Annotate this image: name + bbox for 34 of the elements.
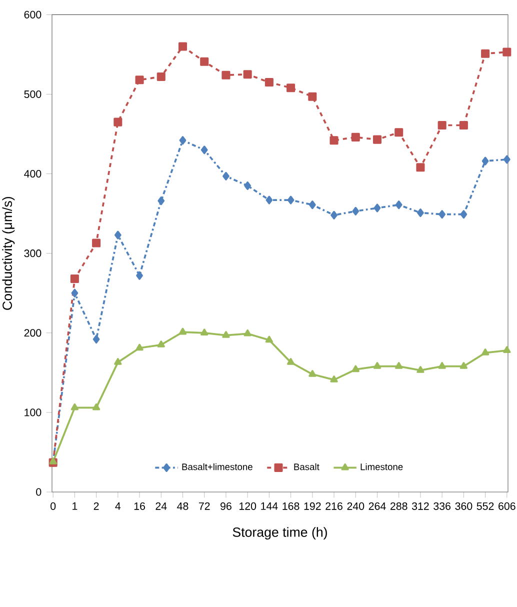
x-tick-label: 16 (134, 502, 145, 510)
x-tick-label: 216 (326, 502, 342, 510)
x-tick-label: 312 (412, 502, 429, 510)
x-tick-label: 72 (198, 502, 210, 510)
y-tick-label: 200 (24, 329, 42, 337)
y-axis-title: Conductivity (μm/s) (2, 196, 15, 310)
x-tick-label: 1 (72, 502, 78, 510)
x-tick-label: 240 (347, 502, 364, 510)
x-tick-label: 96 (220, 502, 232, 510)
legend-label: Basalt+limestone (182, 463, 252, 470)
x-tick-label: 144 (261, 502, 278, 510)
x-tick-label: 552 (476, 502, 494, 510)
y-tick-label: 500 (24, 90, 42, 98)
x-tick-label: 4 (115, 502, 121, 510)
x-tick-label: 48 (177, 502, 188, 510)
y-tick-label: 0 (36, 488, 42, 496)
x-tick-label: 360 (455, 502, 472, 510)
x-tick-label: 168 (282, 502, 300, 510)
x-tick-label: 24 (156, 502, 167, 510)
x-tick-label: 2 (94, 502, 99, 510)
legend-label: Limestone (360, 463, 403, 470)
x-tick-label: 264 (368, 502, 386, 510)
x-tick-label: 288 (390, 502, 408, 510)
x-tick-label: 606 (498, 502, 516, 510)
y-tick-label: 100 (24, 408, 42, 416)
x-tick-label: 120 (239, 502, 256, 510)
x-axis-title: Storage time (h) (232, 527, 327, 540)
legend-label: Basalt (294, 463, 320, 470)
x-tick-label: 192 (304, 502, 321, 510)
x-tick-label: 336 (434, 502, 450, 510)
x-tick-label: 0 (50, 502, 56, 510)
y-tick-label: 300 (24, 250, 42, 258)
y-tick-label: 400 (24, 170, 42, 178)
y-tick-label: 600 (24, 10, 42, 18)
